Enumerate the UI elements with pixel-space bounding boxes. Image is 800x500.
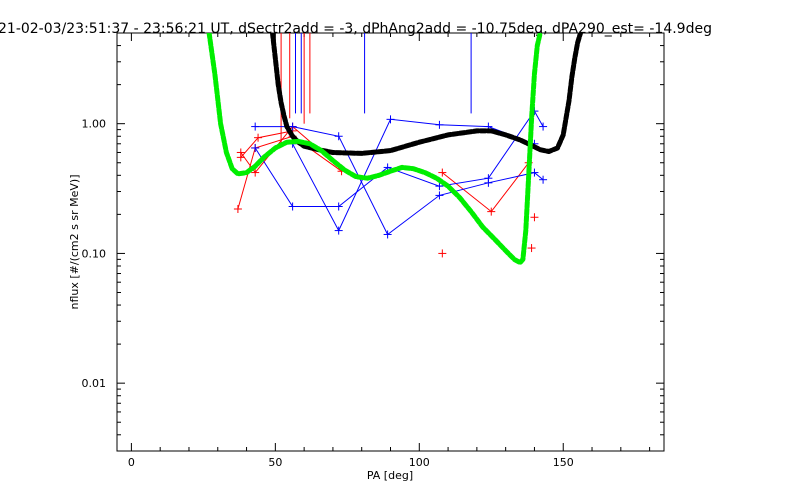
data-point-blue [435, 182, 444, 191]
x-tick-label: 100 [409, 456, 430, 469]
data-point-blue [539, 175, 548, 184]
data-point-blue [383, 230, 392, 239]
data-point-red [530, 213, 539, 222]
data-point-blue [288, 202, 297, 211]
y-tick-label: 0.01 [82, 377, 107, 390]
series-blue-7 [251, 107, 548, 211]
data-point-red [236, 153, 245, 162]
series-blue-9 [294, 33, 472, 114]
data-point-red [251, 168, 260, 177]
data-point-red [254, 133, 263, 142]
data-point-blue [484, 174, 493, 183]
series-red-4 [438, 213, 539, 258]
data-point-red [487, 207, 496, 216]
line-blue [292, 118, 535, 232]
y-tick-label: 0.10 [82, 247, 107, 260]
data-point-red [233, 204, 242, 213]
y-axis-label: nflux [#/(cm2 s sr MeV)] [68, 175, 81, 310]
data-point-red [527, 244, 536, 253]
line-red [237, 135, 342, 210]
x-axis-label: PA [deg] [367, 469, 413, 482]
data-point-blue [251, 143, 260, 152]
fit-curve-green [206, 33, 543, 266]
data-point-red [438, 168, 447, 177]
data-point-blue [334, 132, 343, 141]
line-blue [254, 110, 544, 207]
x-tick-label: 0 [128, 456, 135, 469]
series-blue-8 [288, 115, 539, 235]
x-tick-label: 50 [268, 456, 282, 469]
series-layer [206, 33, 583, 266]
data-point-blue [334, 202, 343, 211]
series-black-10 [270, 33, 583, 156]
data-point-blue [539, 122, 548, 131]
data-point-red [438, 249, 447, 258]
data-point-blue [334, 226, 343, 235]
fit-curve-black [270, 33, 583, 156]
y-tick-label: 1.00 [82, 118, 107, 131]
y-axis: 0.01 0.10 1.00 [82, 32, 664, 452]
data-point-blue [435, 191, 444, 200]
data-point-blue [386, 115, 395, 124]
x-tick-label: 150 [553, 456, 574, 469]
data-point-blue [530, 168, 539, 177]
chart-title: 21-02-03/23:51:37 - 23:56:21 UT, dSectr2… [0, 21, 712, 37]
series-green-11 [206, 33, 543, 266]
plot-frame [116, 32, 665, 452]
data-point-blue [251, 122, 260, 131]
line-red [441, 162, 530, 213]
data-point-blue [435, 120, 444, 129]
data-point-blue [288, 122, 297, 131]
